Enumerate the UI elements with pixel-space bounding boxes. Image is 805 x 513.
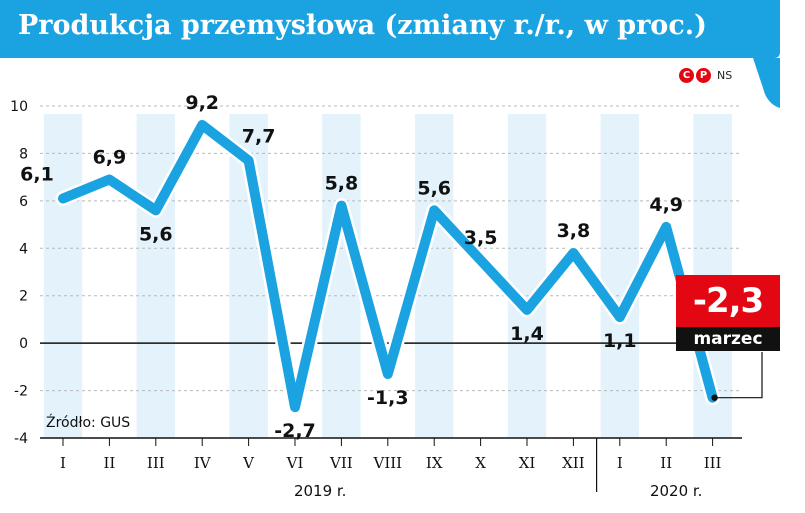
y-tick-label: -2 [14, 384, 28, 400]
last-point-marker [711, 394, 718, 401]
data-label: 3,5 [464, 227, 498, 249]
y-tick-label: 10 [10, 99, 28, 115]
column-band [136, 114, 175, 438]
year-label: 2019 r. [294, 482, 347, 500]
protected-icon: P [696, 68, 711, 83]
x-tick-label: XI [519, 454, 536, 472]
year-label: 2020 r. [650, 482, 703, 500]
copyright-text: NS [717, 69, 733, 82]
data-label: -2,7 [274, 420, 316, 442]
data-label: 7,7 [242, 126, 276, 148]
source-note: Źródło: GUS [46, 415, 131, 431]
data-label: 9,2 [185, 92, 219, 114]
x-tick-label: IX [426, 454, 443, 472]
x-tick-label: II [660, 454, 672, 472]
y-tick-label: -4 [14, 431, 28, 447]
chart-title: Produkcja przemysłowa (zmiany r./r., w p… [18, 10, 707, 41]
latest-value-callout: -2,3 marzec [676, 275, 780, 351]
data-label: -1,3 [367, 387, 409, 409]
data-label: 6,1 [20, 163, 54, 185]
x-tick-label: VII [329, 454, 353, 472]
y-tick-label: 6 [19, 194, 28, 210]
data-label: 6,9 [93, 147, 127, 169]
y-tick-label: 4 [19, 241, 28, 257]
data-label: 3,8 [557, 220, 591, 242]
y-tick-label: 8 [19, 146, 28, 162]
data-label: 1,1 [603, 330, 637, 352]
data-label: 4,9 [649, 194, 683, 216]
series-line [58, 119, 718, 413]
x-tick-label: VIII [372, 454, 402, 472]
copyright-notice: C P NS [679, 68, 732, 83]
title-banner [0, 0, 780, 58]
x-tick-label: X [475, 454, 486, 472]
x-tick-label: XII [562, 454, 585, 472]
x-tick-label: III [704, 454, 722, 472]
data-label: 5,6 [139, 223, 173, 245]
x-tick-label: I [60, 454, 66, 472]
callout-label: marzec [676, 327, 780, 351]
x-tick-label: II [103, 454, 115, 472]
data-label: 5,8 [325, 173, 359, 195]
x-tick-label: IV [194, 454, 212, 472]
x-tick-label: III [147, 454, 165, 472]
y-tick-label: 2 [19, 289, 28, 305]
banner-curl [753, 58, 780, 108]
callout-value: -2,3 [676, 275, 780, 327]
x-tick-label: V [242, 454, 255, 472]
y-tick-label: 0 [19, 336, 28, 352]
x-tick-label: VI [286, 454, 304, 472]
x-tick-label: I [617, 454, 623, 472]
column-band [43, 114, 83, 438]
data-label: 1,4 [510, 323, 544, 345]
column-band [507, 114, 547, 438]
callout-connector [716, 352, 763, 399]
data-label: 5,6 [417, 177, 451, 199]
copyright-icon: C [679, 68, 694, 83]
